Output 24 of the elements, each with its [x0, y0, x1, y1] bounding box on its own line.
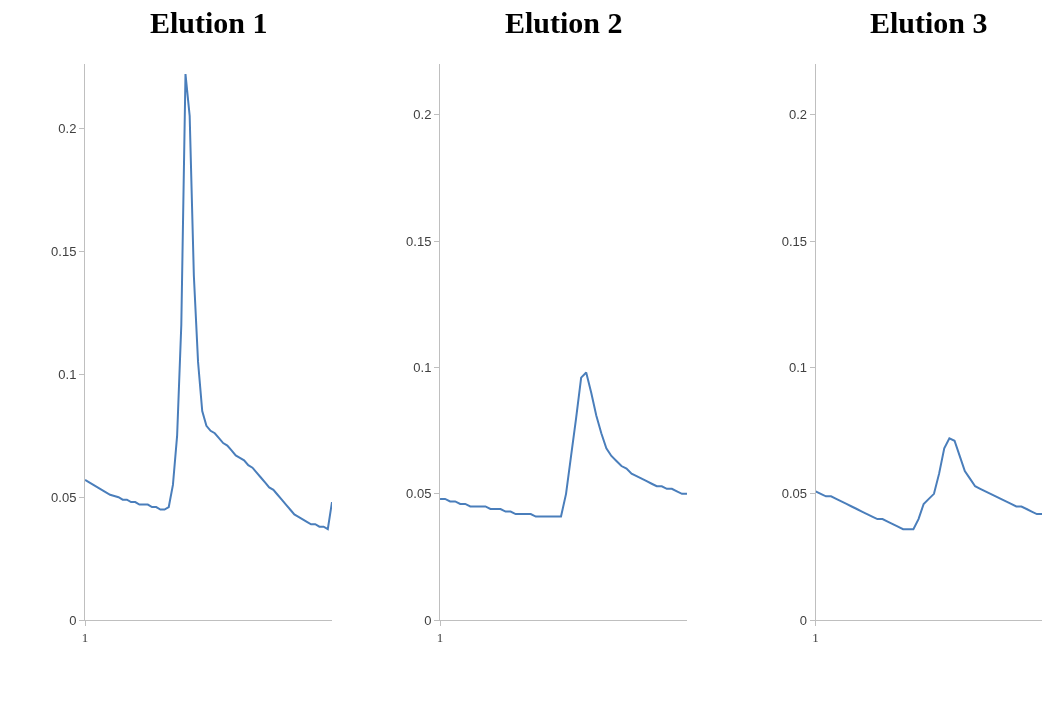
- line-series: [440, 371, 687, 518]
- y-tick-label: 0.15: [406, 233, 432, 249]
- x-tick-label: 1: [812, 629, 819, 645]
- y-tick-label: 0.1: [788, 360, 808, 376]
- line-series: [85, 73, 332, 531]
- y-tick-label: 0.2: [413, 107, 432, 123]
- y-tick-label: 0.2: [788, 107, 808, 123]
- y-tick-label: 0: [69, 612, 77, 628]
- chart-title: Elution 1: [150, 6, 268, 39]
- y-tick-label: 0.15: [51, 243, 77, 259]
- y-tick-label: 0.1: [413, 360, 432, 376]
- chart-title: Elution 3: [870, 6, 988, 39]
- y-tick-label: 0.1: [58, 366, 77, 382]
- y-tick-label: 0: [424, 612, 432, 628]
- y-tick-label: 0.05: [406, 486, 432, 502]
- line-series: [815, 437, 1042, 531]
- chart-title: Elution 2: [505, 6, 623, 39]
- y-tick-label: 0.15: [781, 233, 808, 249]
- x-tick-label: 1: [436, 629, 444, 645]
- y-tick-label: 0: [799, 612, 808, 628]
- y-tick-label: 0.05: [51, 489, 77, 505]
- x-tick-label: 1: [81, 629, 89, 645]
- y-tick-label: 0.2: [58, 120, 77, 136]
- y-tick-label: 0.05: [781, 486, 808, 502]
